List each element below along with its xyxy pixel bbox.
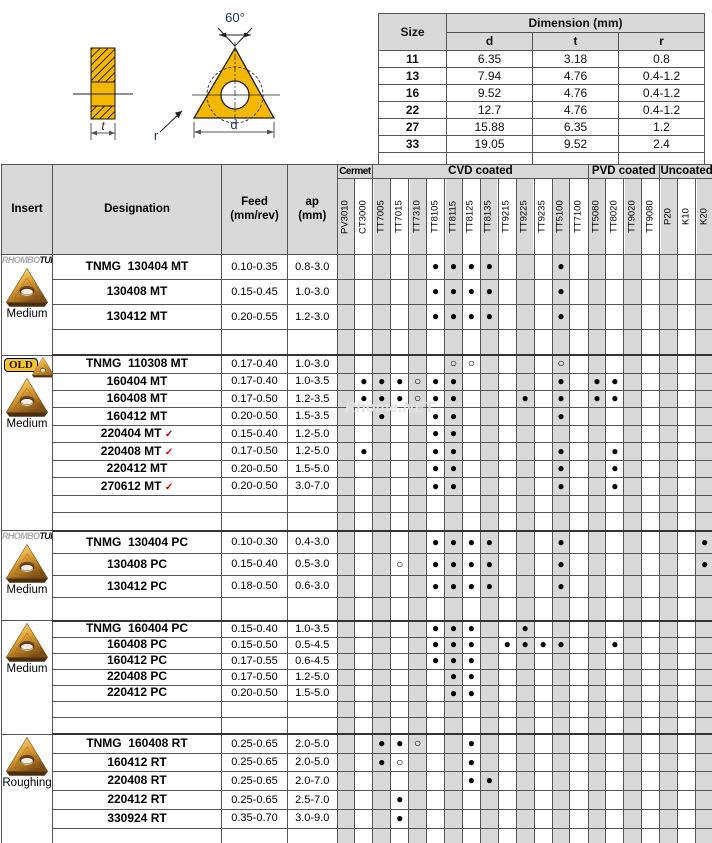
svg-text:60°: 60°	[225, 10, 245, 25]
svg-text:d: d	[230, 117, 237, 132]
svg-text:r: r	[154, 128, 159, 143]
